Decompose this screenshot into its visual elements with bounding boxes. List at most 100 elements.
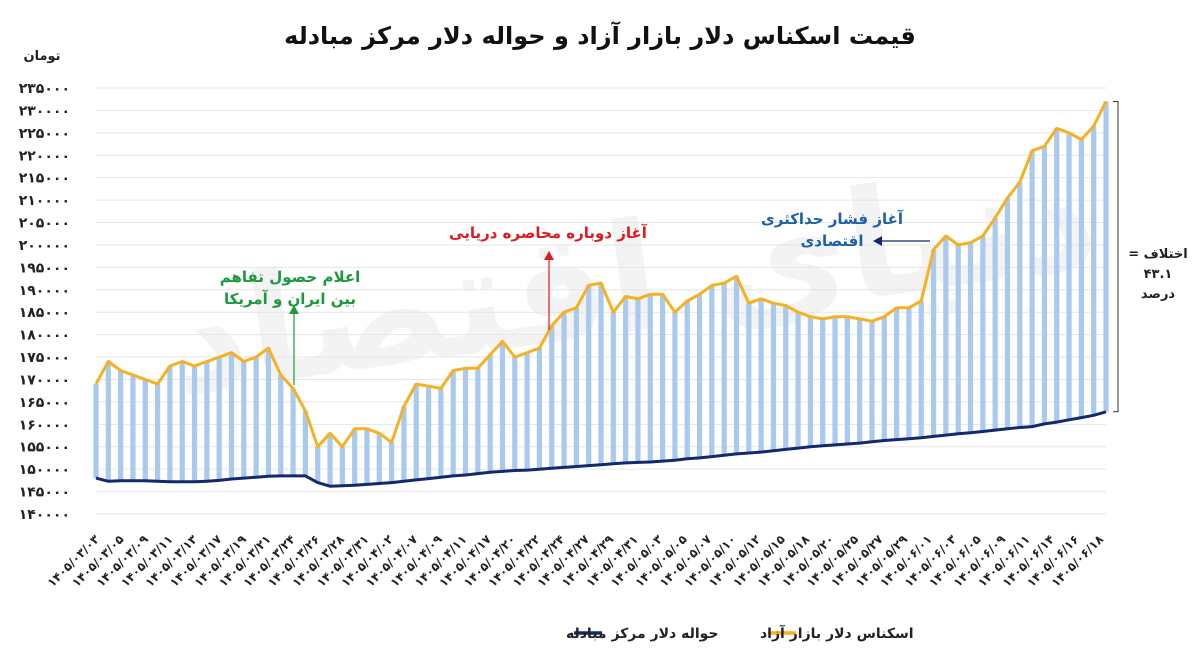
- gap-bar: [339, 446, 345, 486]
- y-tick-label: ۲۱۵۰۰۰: [19, 171, 70, 187]
- gap-bar: [290, 388, 296, 476]
- y-tick-label: ۲۱۰۰۰۰: [19, 193, 70, 209]
- gap-bar: [758, 298, 764, 453]
- gap-bar: [413, 383, 419, 480]
- y-tick-label: ۱۹۰۰۰۰: [19, 283, 70, 299]
- gap-bar: [438, 388, 444, 478]
- gap-bar: [943, 235, 949, 436]
- gap-bar: [425, 386, 432, 479]
- y-tick-label: ۱۴۰۰۰۰: [19, 507, 70, 523]
- gap-bar: [869, 321, 875, 442]
- gap-bar: [1078, 139, 1084, 418]
- y-tick-label: ۱۶۵۰۰۰: [19, 395, 70, 411]
- gap-bar: [684, 301, 690, 459]
- gap-bar: [770, 303, 777, 451]
- gap-bar: [733, 276, 740, 454]
- gap-bar: [586, 285, 592, 466]
- gap-bar: [487, 354, 493, 473]
- gap-bar: [179, 361, 185, 482]
- gap-bar: [598, 283, 604, 465]
- gap-bar: [955, 244, 961, 434]
- y-tick-label: ۱۶۰۰۰۰: [19, 417, 70, 433]
- gap-bar: [992, 218, 998, 431]
- gap-bar: [1091, 126, 1097, 416]
- gap-bar: [807, 316, 813, 447]
- gap-bar: [918, 301, 924, 438]
- gap-bar: [142, 379, 148, 481]
- gap-bar: [610, 312, 616, 464]
- y-axis-unit-label: تومان: [23, 49, 60, 64]
- gap-bar: [352, 428, 358, 486]
- gap-bar: [265, 348, 272, 477]
- gap-bar: [647, 294, 653, 462]
- gap-bar: [832, 316, 838, 445]
- gap-bar: [894, 307, 900, 440]
- series-line-exchange-center: [95, 410, 1107, 488]
- gap-bar: [475, 368, 481, 474]
- gap-bar: [1004, 197, 1011, 429]
- gap-bar: [191, 366, 198, 482]
- gap-bar: [499, 341, 506, 472]
- y-tick-label: ۲۲۰۰۰۰: [19, 148, 70, 164]
- gap-bar: [241, 361, 247, 479]
- gap-bar: [1103, 101, 1109, 412]
- gap-bar: [536, 348, 543, 470]
- annotation-blockade-arrowhead: [544, 251, 554, 260]
- annotation-agreement-arrowhead: [289, 305, 299, 314]
- gap-bar: [376, 433, 382, 484]
- gap-bar: [746, 303, 752, 454]
- gap-bar: [906, 307, 912, 439]
- gap-bar: [228, 352, 235, 480]
- gap-bar: [857, 318, 863, 444]
- gap-bar: [105, 361, 111, 482]
- gap-bar: [401, 406, 407, 482]
- series-line-free-market: [94, 100, 1108, 449]
- gap-bar: [450, 370, 456, 476]
- gap-bar: [980, 235, 986, 432]
- gap-bar: [253, 357, 259, 478]
- annotation-agreement-line1: اعلام حصول تفاهم: [220, 268, 360, 286]
- gap-bar: [154, 383, 161, 482]
- annotation-pressure-line1: آغاز فشار حداکثری: [761, 210, 904, 228]
- chart-title: قیمت اسکناس دلار بازار آزاد و حواله دلار…: [284, 21, 916, 50]
- y-tick-label: ۱۴۵۰۰۰: [19, 485, 70, 501]
- gap-bar: [167, 366, 173, 482]
- gap-bar: [820, 318, 826, 446]
- y-tick-label: ۲۲۵۰۰۰: [19, 126, 70, 142]
- y-tick-label: ۱۹۵۰۰۰: [19, 260, 70, 276]
- gap-bar: [549, 325, 555, 469]
- y-tick-label: ۲۰۰۰۰۰: [19, 238, 70, 254]
- y-tick-label: ۲۰۵۰۰۰: [19, 216, 70, 232]
- gap-bar: [783, 305, 789, 450]
- difference-label: ۴۳.۱: [1144, 267, 1173, 282]
- gap-bar: [696, 294, 703, 458]
- gap-bar: [118, 370, 124, 481]
- gap-bar: [512, 357, 518, 471]
- y-tick-label: ۱۵۵۰۰۰: [19, 440, 70, 456]
- gap-bar: [389, 442, 395, 483]
- difference-label: اختلاف =: [1128, 247, 1188, 262]
- gap-bar: [1041, 146, 1048, 424]
- gap-bar: [1017, 182, 1023, 428]
- gap-bar: [795, 312, 801, 449]
- legend-label-free-market: اسکناس دلار بازار آزاد: [760, 624, 914, 642]
- gap-bar: [709, 285, 715, 457]
- annotation-pressure-arrowhead: [873, 236, 882, 246]
- y-tick-label: ۱۷۵۰۰۰: [19, 350, 70, 366]
- gap-bar: [721, 283, 727, 456]
- gap-bar: [881, 316, 887, 441]
- gap-bar: [659, 294, 666, 462]
- y-tick-label: ۱۵۰۰۰۰: [19, 462, 70, 478]
- gap-bar: [278, 374, 284, 476]
- difference-label: درصد: [1141, 287, 1176, 302]
- gap-bar: [1029, 150, 1035, 427]
- gap-bar: [844, 316, 850, 445]
- y-tick-label: ۲۳۵۰۰۰: [19, 81, 70, 97]
- y-tick-label: ۲۳۰۰۰۰: [19, 103, 70, 119]
- gap-bar: [130, 374, 136, 481]
- y-tick-label: ۱۸۵۰۰۰: [19, 305, 70, 321]
- gap-bar: [216, 357, 222, 481]
- y-tick-label: ۱۷۰۰۰۰: [19, 372, 70, 388]
